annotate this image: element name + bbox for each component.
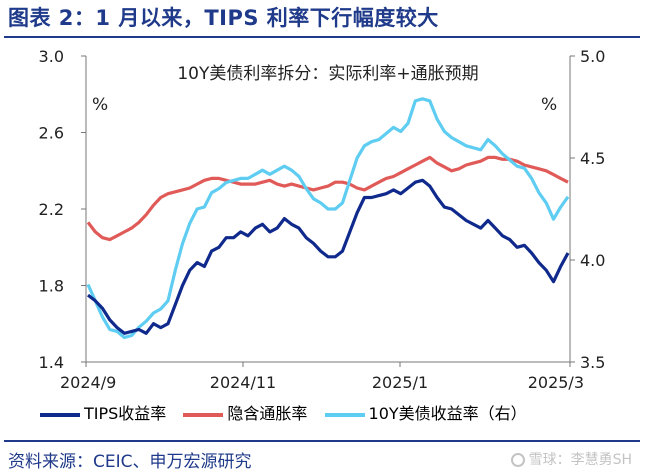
legend-item-tips: TIPS收益率: [40, 400, 166, 424]
legend-swatch-nominal: [324, 412, 365, 417]
y-right-unit: %: [541, 95, 557, 115]
watermark-text: 雪球：李慧勇SH: [528, 452, 632, 468]
x-tick-label: 2025/3: [528, 373, 584, 392]
source-divider: [4, 440, 640, 442]
y-left-tick-label: 1.8: [39, 277, 64, 296]
y-left-tick-label: 2.6: [39, 124, 64, 143]
x-tick-label: 2024/9: [60, 373, 116, 392]
y-left-unit: %: [92, 95, 108, 115]
y-right-tick-label: 4.5: [580, 149, 605, 168]
y-right-tick-label: 4.0: [580, 251, 605, 270]
source-note: 资料来源：CEIC、申万宏源研究: [8, 452, 252, 472]
legend-label-breakeven: 隐含通胀率: [227, 404, 308, 423]
series-line-nominal: [86, 97, 570, 340]
y-right-tick-label: 3.5: [580, 353, 605, 372]
chart-figure-title: 图表 2：1 月以来，TIPS 利率下行幅度较大: [8, 6, 439, 30]
watermark: 雪球：李慧勇SH: [510, 449, 632, 469]
y-left-tick-label: 3.0: [39, 47, 64, 66]
legend-swatch-breakeven: [183, 412, 224, 417]
series-line-tips: [87, 178, 570, 335]
legend-item-nominal: 10Y美债收益率（右）: [324, 400, 527, 424]
chart-title: 10Y美债利率拆分：实际利率+通胀预期: [177, 64, 478, 84]
legend-label-nominal: 10Y美债收益率（右）: [368, 404, 527, 423]
y-right-tick-label: 5.0: [580, 47, 605, 66]
legend-label-tips: TIPS收益率: [84, 404, 167, 423]
series-line-breakeven: [86, 155, 569, 242]
x-tick-label: 2025/1: [372, 373, 428, 392]
legend-item-breakeven: 隐含通胀率: [183, 400, 307, 424]
y-left-tick-label: 2.2: [39, 200, 64, 219]
snowball-logo-icon: [510, 453, 525, 467]
x-tick-label: 2024/11: [210, 373, 276, 392]
legend-swatch-tips: [40, 412, 80, 417]
title-divider: [4, 36, 640, 38]
y-left-tick-label: 1.4: [39, 353, 64, 372]
legend: TIPS收益率 隐含通胀率 10Y美债收益率（右）: [40, 400, 539, 424]
